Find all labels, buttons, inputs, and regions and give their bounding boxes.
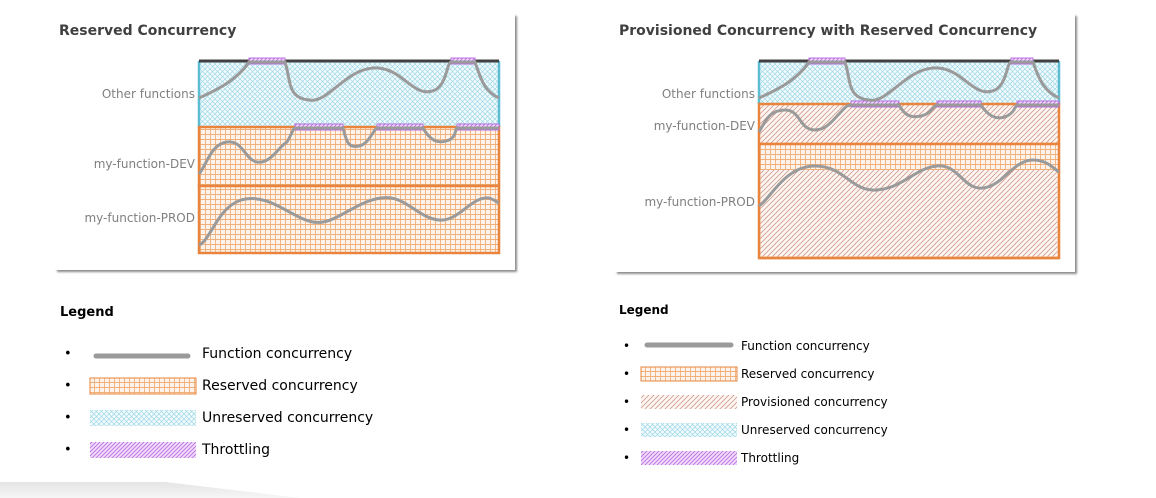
left-unreserved-area	[199, 61, 499, 127]
legend-label: Unreserved concurrency	[741, 423, 888, 437]
right-legend-title: Legend	[619, 303, 669, 317]
bullet: •	[623, 367, 631, 381]
left-panel-title: Reserved Concurrency	[59, 23, 237, 39]
left-legend: • Function concurrency • Reserved concur…	[60, 336, 380, 466]
legend-label: Throttling	[741, 451, 800, 465]
right-legend-item-provisioned: • Provisioned concurrency	[619, 393, 919, 411]
left-function-line-dev	[197, 126, 499, 175]
left-unreserved-border	[197, 61, 501, 127]
right-legend-item-function: • Function concurrency	[619, 337, 919, 355]
left-legend-item-reserved: • Reserved concurrency	[60, 376, 380, 396]
left-concurrency-diagram	[197, 57, 501, 255]
right-legend-item-unreserved: • Unreserved concurrency	[619, 421, 919, 439]
bullet: •	[623, 451, 631, 465]
right-row-label-prod: my-function-PROD	[644, 195, 755, 209]
legend-swatch-throttling	[641, 451, 737, 465]
legend-label: Function concurrency	[741, 339, 870, 353]
right-dev-provisioned-area	[757, 102, 1061, 146]
bullet: •	[64, 442, 72, 458]
left-function-line-prod	[198, 196, 500, 247]
legend-swatch-reserved	[640, 366, 738, 382]
left-legend-item-function: • Function concurrency	[60, 344, 380, 364]
bullet: •	[623, 339, 631, 353]
left-legend-title: Legend	[60, 305, 114, 320]
bullet: •	[64, 346, 72, 362]
right-function-line-other	[758, 60, 1060, 102]
legend-swatch-function-line	[644, 342, 734, 348]
right-panel: Provisioned Concurrency with Reserved Co…	[615, 14, 1077, 276]
legend-swatch-reserved	[89, 377, 197, 395]
left-prod-reserved-area	[197, 184, 501, 255]
legend-label: Reserved concurrency	[741, 367, 875, 381]
right-legend: • Function concurrency • Reserved concur…	[619, 334, 919, 474]
right-function-line-dev	[757, 103, 1059, 133]
right-function-line-prod	[758, 158, 1060, 208]
left-legend-item-unreserved: • Unreserved concurrency	[60, 408, 380, 428]
page-bottom-shadow	[0, 482, 300, 498]
legend-label: Reserved concurrency	[202, 378, 358, 394]
left-row-label-other: Other functions	[101, 87, 195, 101]
right-prod-provisioned-area	[760, 170, 1058, 257]
legend-swatch-unreserved	[641, 423, 737, 437]
right-row-label-dev: my-function-DEV	[653, 119, 755, 133]
legend-swatch-function-line	[93, 353, 191, 359]
bullet: •	[623, 395, 631, 409]
right-legend-item-throttling: • Throttling	[619, 449, 919, 467]
left-function-line-other	[198, 60, 500, 102]
left-row-label-dev: my-function-DEV	[93, 157, 195, 171]
right-legend-item-reserved: • Reserved concurrency	[619, 365, 919, 383]
legend-label: Function concurrency	[202, 346, 353, 362]
bullet: •	[64, 410, 72, 426]
left-legend-item-throttling: • Throttling	[60, 440, 380, 460]
legend-swatch-provisioned	[641, 395, 737, 409]
legend-label: Throttling	[202, 442, 270, 458]
left-panel: Reserved Concurrency Other functions my-…	[55, 14, 517, 274]
bullet: •	[623, 423, 631, 437]
legend-swatch-throttling	[90, 442, 196, 458]
bullet: •	[64, 378, 72, 394]
right-row-label-other: Other functions	[661, 87, 755, 101]
legend-label: Unreserved concurrency	[202, 410, 374, 426]
right-panel-title: Provisioned Concurrency with Reserved Co…	[619, 23, 1038, 39]
legend-label: Provisioned concurrency	[741, 395, 888, 409]
right-concurrency-diagram	[757, 57, 1061, 260]
legend-swatch-unreserved	[90, 410, 196, 426]
left-row-label-prod: my-function-PROD	[84, 211, 195, 225]
